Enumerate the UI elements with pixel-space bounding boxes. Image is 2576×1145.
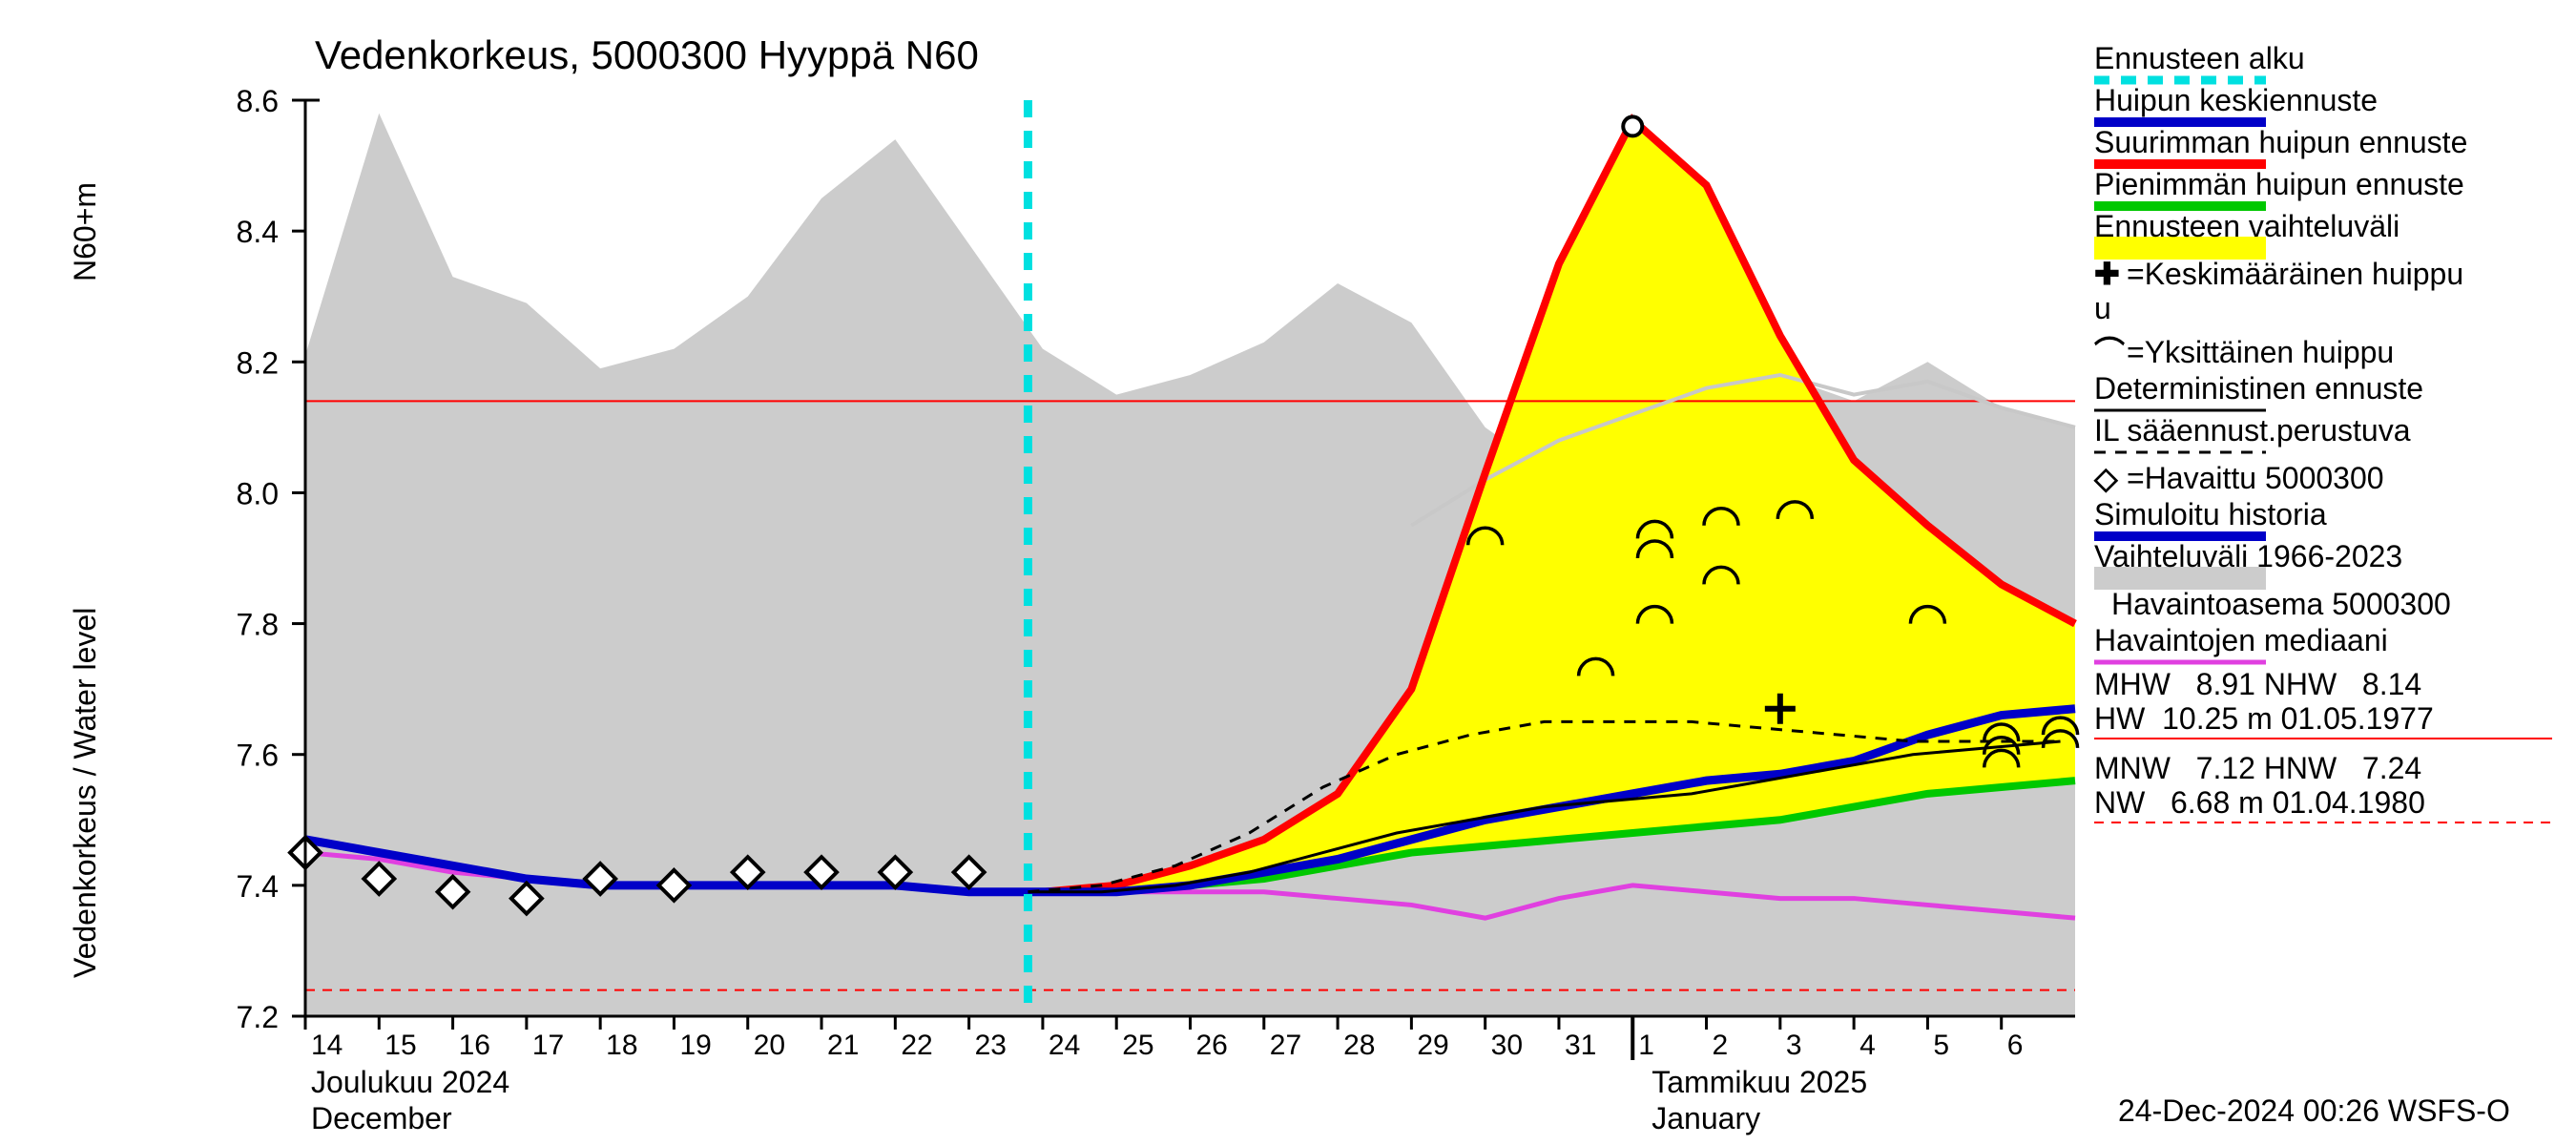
peak-marker [1623,116,1642,135]
x-tick-label: 23 [975,1030,1007,1061]
legend-label: Havaintoasema 5000300 [2111,587,2451,621]
y-tick-label: 7.2 [237,1000,279,1034]
legend-glyph: ⌒ [2094,335,2125,369]
legend-label: Pienimmän huipun ennuste [2094,167,2464,201]
y-tick-label: 7.8 [237,608,279,642]
legend-label: Simuloitu historia [2094,497,2327,531]
legend-label: Huipun keskiennuste [2094,83,2378,117]
legend-stat-nw: NW 6.68 m 01.04.1980 [2094,785,2425,820]
month2-label-en: January [1652,1101,1760,1135]
x-tick-label: 20 [754,1030,785,1061]
x-tick-label: 31 [1565,1030,1596,1061]
y-tick-label: 7.4 [237,869,279,904]
legend-label: =Yksittäinen huippu [2127,335,2394,369]
x-tick-label: 25 [1122,1030,1153,1061]
legend-label: u [2094,291,2111,325]
month2-label: Tammikuu 2025 [1652,1065,1867,1099]
y-tick-label: 8.6 [237,84,279,118]
legend-stat-mnw: MNW 7.12 HNW 7.24 [2094,751,2421,785]
x-tick-label: 4 [1859,1030,1876,1061]
x-tick-label: 30 [1491,1030,1523,1061]
legend-label: Ennusteen alku [2094,41,2305,75]
x-tick-label: 3 [1786,1030,1802,1061]
y-tick-label: 8.2 [237,345,279,380]
x-tick-label: 27 [1270,1030,1301,1061]
legend-label: Suurimman huipun ennuste [2094,125,2467,159]
water-level-chart: 7.27.47.67.88.08.28.48.61415161718192021… [0,0,2576,1145]
x-tick-label: 16 [459,1030,490,1061]
legend-glyph: ◇ [2093,461,2119,495]
x-tick-label: 29 [1417,1030,1448,1061]
x-tick-label: 19 [679,1030,711,1061]
legend-label: Deterministinen ennuste [2094,371,2423,406]
x-tick-label: 6 [2007,1030,2024,1061]
x-tick-label: 1 [1638,1030,1654,1061]
legend-label: Vaihteluväli 1966-2023 [2094,539,2402,573]
legend-stat-hw: HW 10.25 m 01.05.1977 [2094,701,2434,736]
y-tick-label: 8.0 [237,476,279,510]
x-tick-label: 22 [901,1030,932,1061]
x-tick-label: 28 [1343,1030,1375,1061]
x-tick-label: 24 [1049,1030,1080,1061]
x-tick-label: 5 [1933,1030,1949,1061]
legend-label: =Havaittu 5000300 [2127,461,2384,495]
legend-label: Havaintojen mediaani [2094,623,2388,657]
footer-timestamp: 24-Dec-2024 00:26 WSFS-O [2118,1093,2510,1128]
legend-stat-mhw: MHW 8.91 NHW 8.14 [2094,667,2421,701]
month1-label: Joulukuu 2024 [311,1065,509,1099]
x-tick-label: 15 [384,1030,416,1061]
x-tick-label: 21 [827,1030,859,1061]
month1-label-en: December [311,1101,452,1135]
x-tick-label: 14 [311,1030,343,1061]
y-axis-label-2: N60+m [68,182,102,281]
legend-label: Ennusteen vaihteluväli [2094,209,2399,243]
y-tick-label: 7.6 [237,739,279,773]
y-tick-label: 8.4 [237,215,279,249]
legend-label: =Keskimääräinen huippu [2127,257,2463,291]
legend-glyph: ✚ [2094,257,2120,291]
legend-label: IL sääennust.perustuva [2094,413,2411,448]
x-tick-label: 26 [1196,1030,1228,1061]
x-tick-label: 2 [1713,1030,1729,1061]
x-tick-label: 17 [532,1030,564,1061]
chart-title: Vedenkorkeus, 5000300 Hyyppä N60 [315,32,979,77]
y-axis-label-1: Vedenkorkeus / Water level [68,608,102,978]
x-tick-label: 18 [606,1030,637,1061]
